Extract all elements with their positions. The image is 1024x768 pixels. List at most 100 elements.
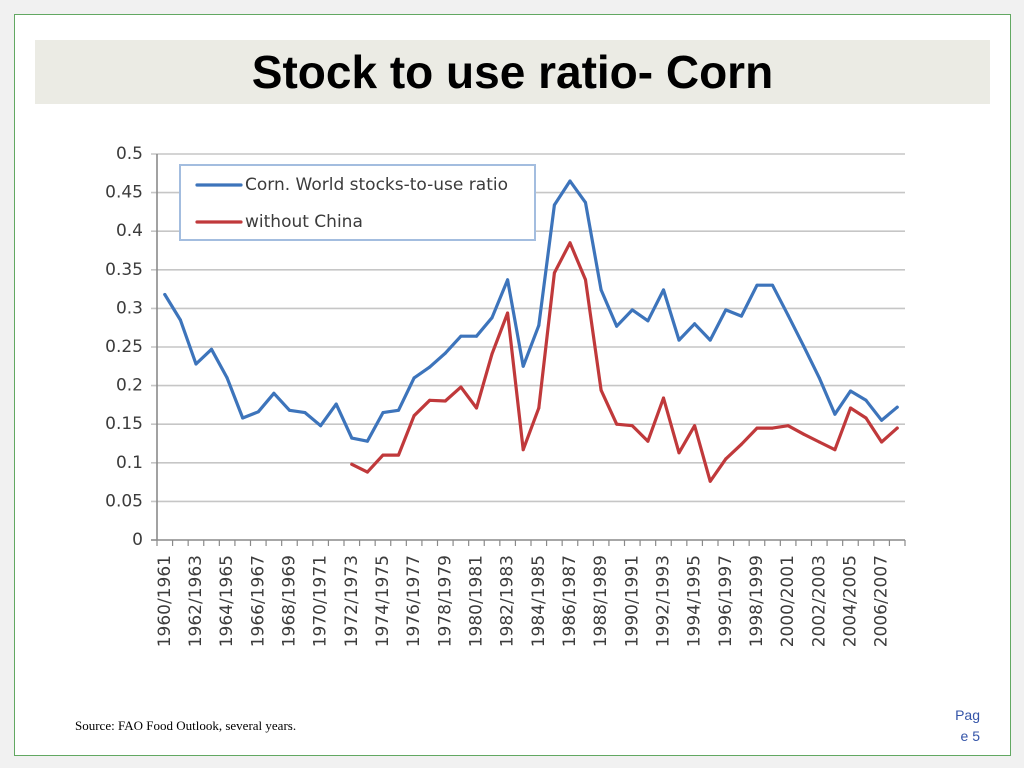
data-point — [163, 293, 167, 296]
data-point — [646, 439, 650, 443]
x-tick-label: 1996/1997 — [716, 555, 736, 647]
data-point — [272, 391, 276, 395]
data-point — [708, 479, 712, 483]
source-note: Source: FAO Food Outlook, several years. — [75, 718, 297, 733]
x-tick-label: 1992/1993 — [653, 555, 673, 647]
data-point — [568, 241, 572, 245]
x-tick-label: 1982/1983 — [498, 555, 518, 647]
data-point — [833, 412, 837, 416]
data-point — [724, 308, 728, 312]
x-tick-label: 2004/2005 — [840, 555, 860, 647]
x-tick-label: 2000/2001 — [778, 555, 798, 647]
series-line — [163, 179, 899, 443]
y-tick-label: 0.2 — [116, 376, 143, 396]
data-point — [521, 364, 525, 368]
data-point — [708, 338, 712, 342]
x-tick-label: 1970/1971 — [311, 555, 331, 647]
data-point — [537, 406, 541, 410]
data-point — [194, 362, 198, 366]
data-point — [350, 436, 354, 440]
data-point — [833, 448, 837, 452]
data-point — [615, 422, 619, 426]
data-point — [662, 288, 665, 292]
data-point — [771, 426, 774, 430]
data-point — [506, 311, 510, 315]
data-point — [365, 470, 369, 474]
legend-label-series-2: without China — [245, 212, 363, 232]
data-point — [755, 283, 759, 287]
data-point — [771, 283, 774, 287]
x-tick-label: 1974/1975 — [373, 555, 393, 647]
data-point — [817, 440, 821, 444]
x-tick-label: 1986/1987 — [560, 555, 580, 647]
data-point — [817, 376, 821, 380]
data-point — [428, 398, 432, 402]
data-point — [599, 288, 603, 292]
x-tick-label: 1962/1963 — [186, 555, 206, 647]
data-point — [443, 399, 447, 403]
legend-box — [179, 164, 536, 241]
data-point — [584, 278, 587, 282]
data-point — [397, 453, 400, 457]
data-point — [552, 203, 556, 207]
x-tick-label: 1988/1989 — [591, 555, 611, 647]
data-point — [864, 416, 868, 420]
data-point — [849, 406, 852, 410]
chart-container: 0 0.05 0.1 0.15 0.2 0.25 0.3 0.35 0.4 0.45 0.5 196… — [85, 135, 912, 665]
data-point — [381, 453, 385, 457]
y-tick-label: 0.35 — [105, 260, 143, 280]
x-tick-label: 1984/1985 — [529, 555, 549, 647]
data-point — [864, 398, 868, 402]
x-axis-tick-labels: 1960/1961 1962/1963 1964/1965 1966/1967 1968… — [155, 555, 892, 647]
data-point — [412, 376, 416, 380]
data-point — [895, 426, 899, 430]
data-point — [802, 432, 806, 436]
data-point — [880, 440, 884, 444]
x-tick-label: 1972/1973 — [342, 555, 362, 647]
data-point — [552, 271, 556, 275]
data-point — [288, 408, 291, 412]
y-tick-label: 0.3 — [116, 298, 143, 318]
y-tick-label: 0.45 — [105, 183, 143, 203]
x-tick-label: 1978/1979 — [435, 555, 455, 647]
data-point — [630, 308, 634, 312]
data-point — [739, 314, 743, 318]
data-point — [786, 424, 790, 428]
data-point — [178, 318, 182, 322]
y-tick-label: 0.1 — [116, 453, 143, 473]
data-point — [459, 334, 463, 338]
data-point — [475, 406, 478, 410]
data-point — [693, 322, 697, 326]
data-point — [241, 416, 245, 420]
y-tick-label: 0.5 — [116, 144, 143, 164]
data-point — [443, 351, 447, 355]
y-tick-label: 0.4 — [116, 221, 143, 241]
data-point — [365, 439, 369, 443]
data-point — [739, 442, 743, 446]
data-point — [319, 424, 323, 428]
x-tick-label: 1976/1977 — [404, 555, 424, 647]
data-point — [677, 451, 681, 455]
data-point — [662, 396, 665, 400]
x-tick-label: 2006/2007 — [872, 555, 892, 647]
axes — [151, 154, 906, 546]
data-point — [615, 324, 619, 328]
y-tick-label: 0 — [132, 530, 143, 550]
y-tick-label: 0.15 — [105, 414, 143, 434]
x-tick-label: 1990/1991 — [622, 555, 642, 647]
data-point — [303, 411, 307, 415]
data-point — [381, 411, 385, 415]
x-tick-label: 1966/1967 — [248, 555, 268, 647]
data-point — [490, 352, 494, 356]
series — [163, 179, 899, 483]
data-point — [755, 426, 759, 430]
y-tick-label: 0.25 — [105, 337, 143, 357]
title-bar: Stock to use ratio- Corn — [35, 40, 990, 104]
data-point — [350, 462, 354, 466]
x-tick-label: 1994/1995 — [685, 555, 705, 647]
data-point — [334, 402, 338, 406]
data-point — [895, 405, 899, 409]
y-axis-tick-labels: 0 0.05 0.1 0.15 0.2 0.25 0.3 0.35 0.4 0.45 0.5 — [105, 144, 143, 550]
data-point — [225, 376, 229, 380]
data-point — [412, 414, 416, 418]
